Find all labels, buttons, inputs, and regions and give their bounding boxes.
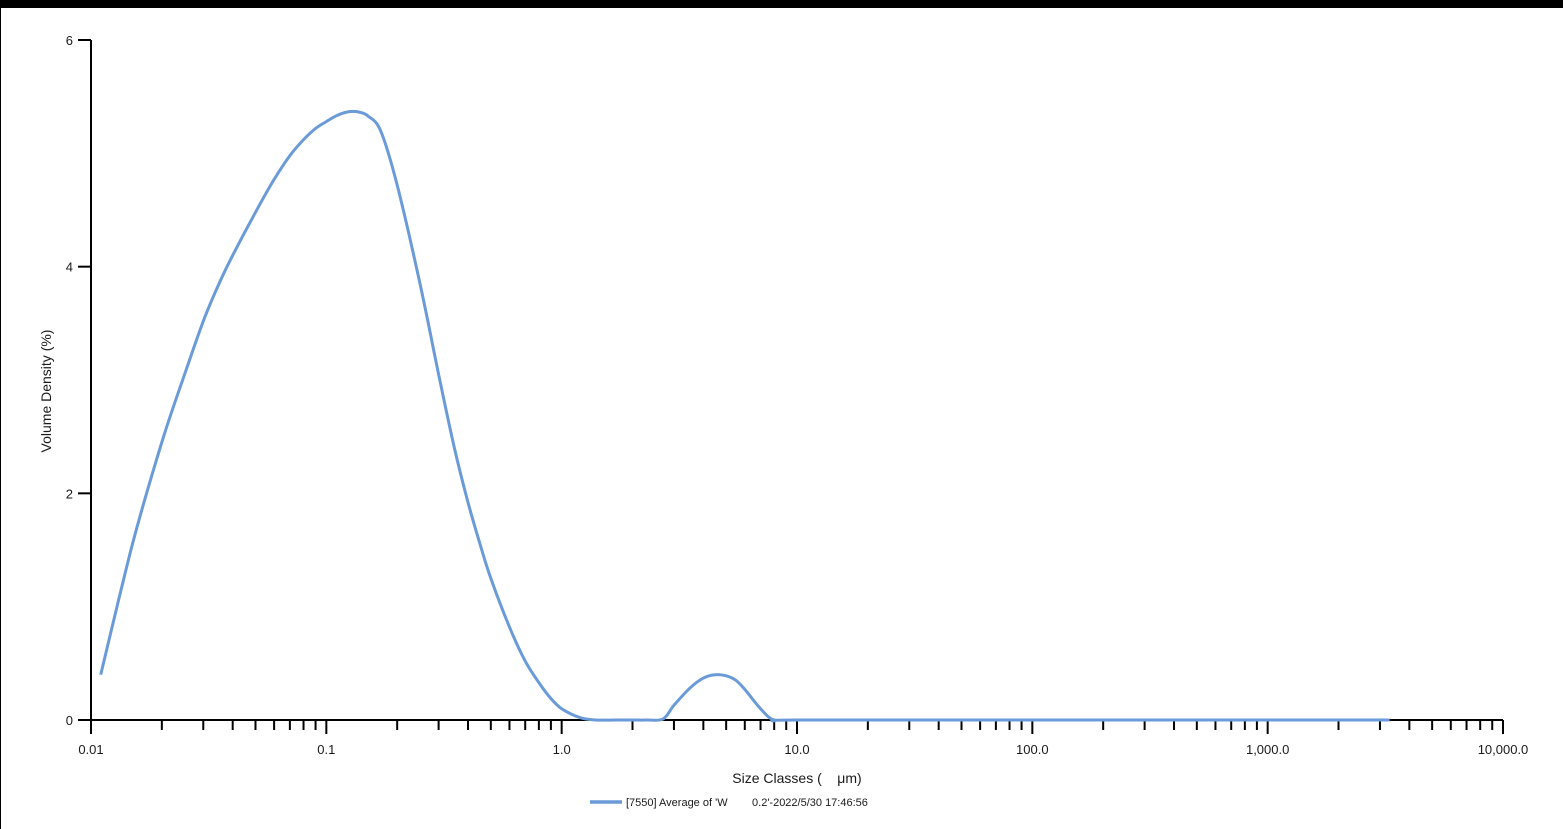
y-tick-label: 6 (66, 33, 73, 48)
x-tick-label: 1.0 (553, 742, 571, 757)
x-tick-label: 1,000.0 (1246, 742, 1289, 757)
legend-label: [7550] Average of 'W 0.2'-2022/5/30 17:4… (626, 797, 868, 809)
y-tick-label: 2 (66, 486, 73, 501)
y-axis-tick-labels: 0 2 4 6 (66, 33, 73, 728)
series-line-0 (99, 109, 1390, 723)
y-tick-label: 0 (66, 713, 73, 728)
y-tick-label: 4 (66, 260, 73, 275)
series-layer (99, 109, 1390, 723)
x-axis-label: Size Classes ( μm) (732, 770, 861, 786)
x-tick-label: 10,000.0 (1478, 742, 1529, 757)
legend: [7550] Average of 'W 0.2'-2022/5/30 17:4… (590, 797, 868, 809)
x-tick-label: 0.1 (317, 742, 335, 757)
y-axis-ticks (78, 39, 91, 721)
window-top-bar (0, 0, 1563, 8)
y-axis-label: Volume Density (%) (38, 330, 54, 453)
window-left-edge (0, 0, 1, 829)
x-tick-label: 100.0 (1016, 742, 1049, 757)
x-axis-tick-labels: 0.01 0.1 1.0 10.0 100.0 1,000.0 10,000.0 (78, 742, 1528, 757)
x-tick-label: 10.0 (784, 742, 809, 757)
x-tick-label: 0.01 (78, 742, 103, 757)
x-axis-ticks (90, 720, 1504, 734)
